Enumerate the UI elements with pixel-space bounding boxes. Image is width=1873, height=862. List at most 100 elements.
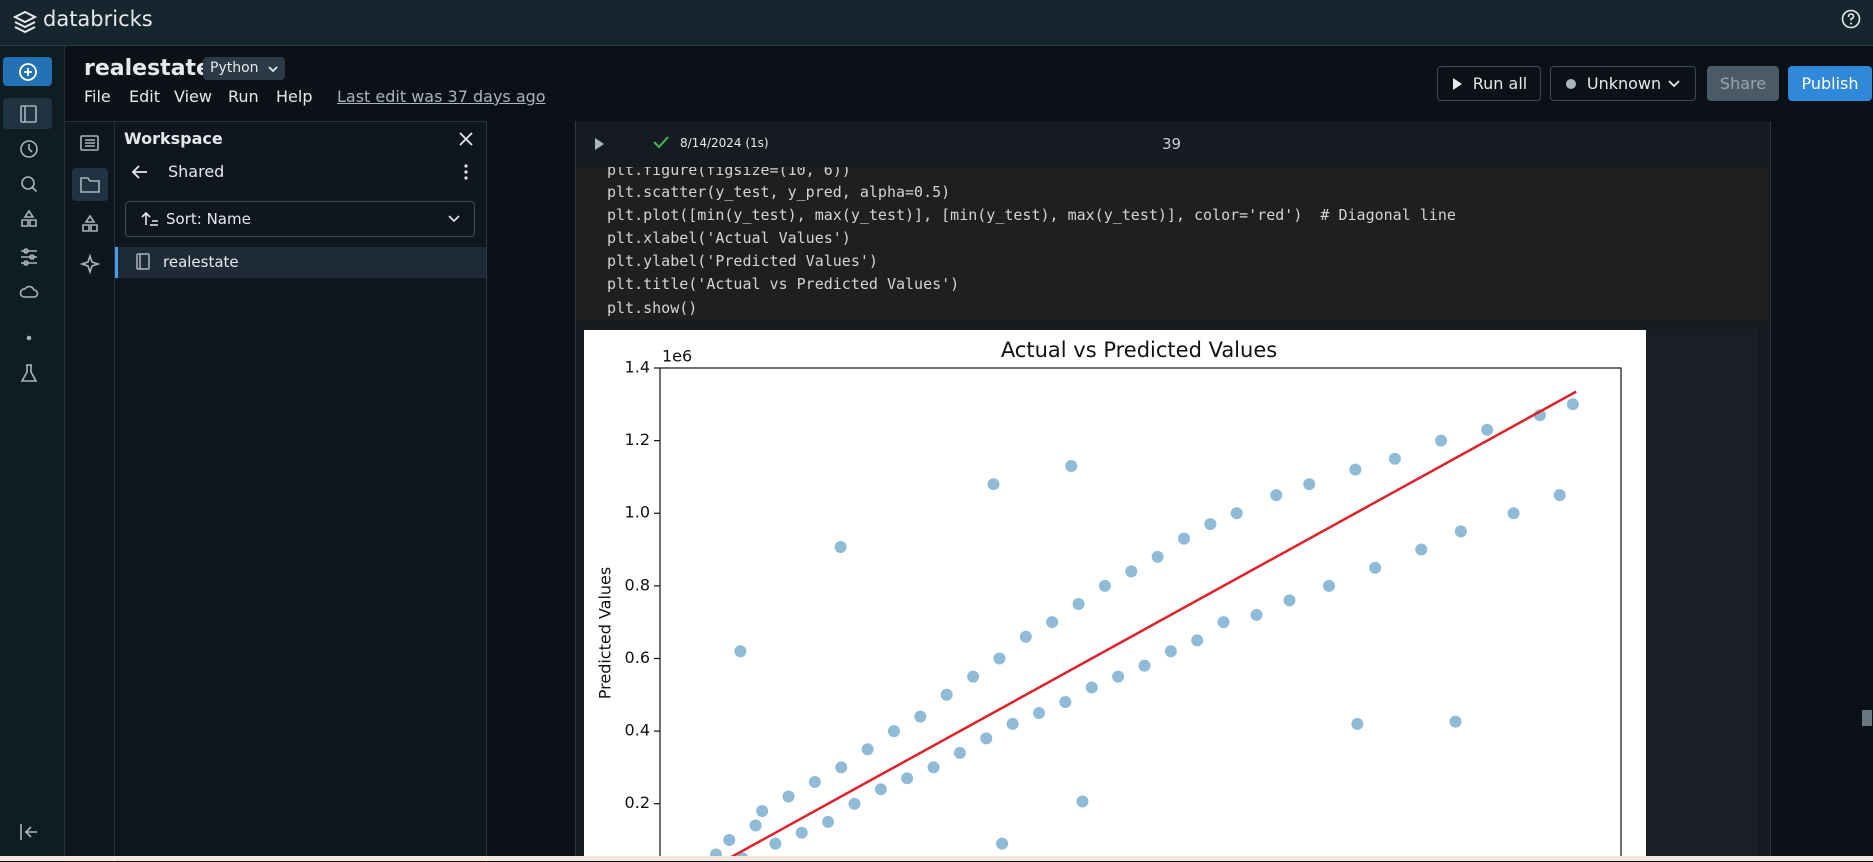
workspace-panel	[115, 121, 487, 862]
scatter-point	[1449, 715, 1462, 728]
secondary-icons[interactable]	[78, 132, 102, 282]
logo-icon	[12, 10, 38, 34]
code-line: plt.title('Actual vs Predicted Values')	[607, 275, 960, 293]
scatter-point	[1151, 550, 1164, 563]
play-icon	[1452, 77, 1462, 90]
scatter-point	[1250, 608, 1263, 621]
scatter-point	[1019, 630, 1032, 643]
scatter-point	[996, 837, 1009, 850]
menu-help[interactable]: Help	[276, 87, 313, 106]
reference-line	[730, 390, 1577, 856]
scatter-point	[1178, 532, 1191, 545]
back-icon[interactable]	[129, 162, 151, 182]
scatter-point	[993, 652, 1006, 665]
scatter-point	[953, 746, 966, 759]
scatter-point	[987, 478, 1000, 491]
scatter-point	[1076, 795, 1089, 808]
publish: Publish	[1801, 74, 1859, 93]
scatter-point	[769, 837, 782, 850]
scatter-point	[1566, 398, 1579, 411]
code-line: plt.show()	[607, 299, 698, 317]
rail-icons-lower[interactable]	[17, 330, 41, 390]
scatter-point	[835, 761, 848, 774]
collapse-icon[interactable]	[17, 820, 41, 844]
menu-view[interactable]: View	[174, 87, 212, 106]
rail-icons[interactable]	[17, 103, 41, 323]
scatter-point	[1217, 616, 1230, 629]
status-dot	[1565, 78, 1576, 89]
scatter-point	[1059, 696, 1072, 709]
language-badge[interactable]: Python	[203, 57, 285, 80]
y-tick-label: 0.6	[625, 648, 650, 667]
y-axis-label: Predicted Values	[596, 567, 615, 699]
left-rail	[0, 46, 65, 861]
y-tick-label: 0.2	[625, 793, 650, 812]
y-tick-label: 0.4	[625, 721, 650, 740]
run-cell-icon[interactable]	[592, 136, 606, 152]
code-line: plt.xlabel('Actual Values')	[607, 229, 851, 247]
scatter-point	[927, 761, 940, 774]
scatter-point	[1125, 565, 1138, 578]
scatter-point	[1323, 579, 1336, 592]
code-line: plt.scatter(y_test, y_pred, alpha=0.5)	[607, 183, 951, 201]
scatter-point	[1553, 489, 1566, 502]
plus-icon	[19, 63, 37, 81]
scatter-point	[1098, 579, 1111, 592]
menu-run[interactable]: Run	[228, 87, 259, 106]
scrollbar[interactable]	[1862, 710, 1872, 726]
scatter-point	[795, 826, 808, 839]
cell-number: 39	[1162, 135, 1182, 153]
rail-active[interactable]	[3, 98, 52, 129]
scatter-point	[723, 834, 736, 847]
folder-name: Shared	[168, 162, 225, 181]
scatter-point	[1204, 518, 1217, 531]
scatter-point	[1138, 659, 1151, 672]
scatter-point	[1164, 645, 1177, 658]
scatter-point	[980, 732, 993, 745]
scatter-point	[1388, 452, 1401, 465]
chart: Actual vs Predicted Values 1e6 Predicted…	[584, 330, 1646, 856]
publish-button[interactable]: Publish	[1788, 66, 1872, 101]
scatter-point	[848, 797, 861, 810]
workspace-title: Workspace	[124, 129, 223, 148]
run-all-button[interactable]: Run all	[1437, 66, 1541, 101]
scatter-point	[1046, 616, 1059, 629]
cluster-button[interactable]: Unknown	[1550, 66, 1696, 101]
share-button[interactable]: Share	[1707, 66, 1779, 101]
menu-edit[interactable]: Edit	[129, 87, 160, 106]
notebook-title[interactable]: realestate	[84, 56, 211, 81]
rail-folder-active[interactable]	[72, 168, 108, 201]
sort-icon	[141, 211, 158, 226]
code-line: plt.plot([min(y_test), max(y_test)], [mi…	[607, 206, 1456, 224]
menu-file[interactable]: File	[84, 87, 111, 106]
scatter-point	[1270, 489, 1283, 502]
chart-title: Actual vs Predicted Values	[1001, 338, 1277, 362]
scatter-point	[901, 772, 914, 785]
scatter-point	[782, 790, 795, 803]
help-icon[interactable]	[1840, 8, 1862, 30]
last-edit[interactable]: Last edit was 37 days ago	[337, 87, 546, 106]
scatter-point	[914, 710, 927, 723]
kebab-icon[interactable]	[460, 162, 472, 182]
scatter-point	[861, 743, 874, 756]
scatter-point	[967, 670, 980, 683]
scatter-point	[1065, 460, 1078, 473]
notebook-icon	[136, 253, 150, 270]
logo[interactable]: databricks	[43, 7, 153, 31]
cluster: Unknown	[1586, 74, 1662, 93]
scatter-point	[1072, 598, 1085, 611]
share: Share	[1719, 74, 1767, 93]
close-icon[interactable]	[456, 129, 476, 149]
top-bar	[0, 0, 1873, 46]
scatter-point	[1283, 594, 1296, 607]
scatter-point	[1349, 463, 1362, 476]
offset-label: 1e6	[662, 347, 692, 366]
selected-item[interactable]	[115, 247, 486, 278]
chevron	[1668, 79, 1680, 87]
scatter-point	[822, 815, 835, 828]
scatter-point	[1191, 634, 1204, 647]
chevron	[267, 66, 278, 73]
item-name[interactable]: realestate	[163, 253, 239, 271]
sort-dropdown[interactable]	[125, 201, 475, 237]
